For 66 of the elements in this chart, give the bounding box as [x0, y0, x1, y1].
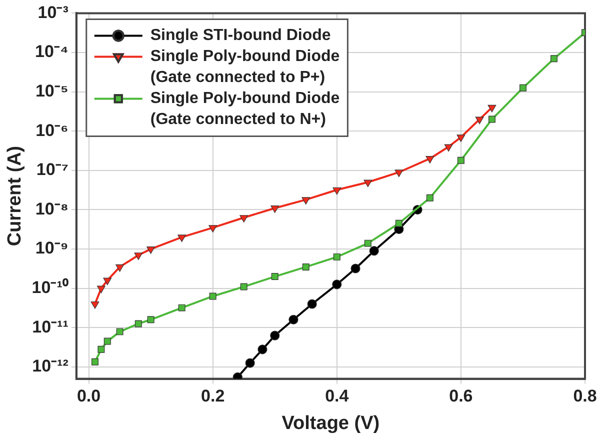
y-tick-label: 10⁻⁴ [35, 42, 68, 62]
y-tick-label: 10⁻⁵ [35, 82, 68, 100]
point [103, 278, 112, 286]
point [426, 156, 434, 164]
point [302, 197, 310, 205]
y-tick-label: 10⁻⁶ [36, 120, 68, 140]
point [96, 286, 106, 294]
point [394, 170, 404, 178]
point [258, 344, 268, 354]
point [302, 263, 310, 270]
point [364, 180, 372, 188]
point [307, 299, 317, 309]
point [90, 301, 100, 309]
point [116, 264, 124, 272]
point [488, 104, 496, 112]
x-tick-label: 0.0 [76, 386, 101, 406]
point [457, 156, 464, 164]
legend-label: Single Poly-bound Diode (Gate connected to P+) [150, 48, 340, 86]
point [488, 116, 496, 123]
point [134, 252, 143, 260]
point [240, 215, 248, 222]
point [271, 273, 278, 280]
point [333, 253, 340, 260]
point [208, 225, 218, 232]
point [332, 280, 342, 290]
y-tick-label: 10⁻³ [38, 2, 69, 22]
point [270, 330, 280, 340]
point [178, 234, 186, 242]
point [426, 194, 434, 202]
y-tick-label: 10⁻¹⁰ [32, 278, 68, 298]
x-tick-label: 0.4 [325, 386, 350, 406]
y-tick-label: 10⁻¹¹ [32, 317, 69, 336]
point [550, 55, 558, 62]
point [475, 116, 484, 124]
point [369, 246, 379, 256]
point [395, 220, 402, 227]
point [444, 144, 453, 152]
point [350, 264, 360, 274]
point [116, 328, 124, 336]
point [240, 283, 248, 290]
y-tick-label: 10⁻⁷ [36, 160, 68, 180]
y-tick-label: 10⁻¹² [32, 356, 69, 376]
point [98, 346, 105, 353]
point [209, 292, 216, 300]
x-tick-label: 0.6 [449, 386, 473, 406]
point [134, 320, 142, 328]
x-tick-label: 0.8 [573, 386, 597, 406]
point [519, 84, 526, 92]
point [104, 338, 111, 345]
point [91, 358, 98, 366]
x-axis-title: Voltage (V) [282, 412, 380, 434]
y-tick-label: 10⁻⁸ [35, 199, 68, 218]
point [288, 314, 298, 324]
point [332, 187, 342, 195]
point [178, 304, 186, 312]
y-tick-label: 10⁻⁹ [35, 238, 68, 258]
legend-label: Single STI-bound Diode [150, 27, 331, 44]
point [364, 240, 372, 247]
legend-label: Single Poly-bound Diode (Gate connected to N+) [150, 90, 340, 128]
x-tick-label: 0.2 [201, 386, 225, 406]
point [270, 206, 280, 213]
point [146, 246, 155, 254]
point [245, 358, 255, 368]
point [147, 316, 154, 324]
point [456, 134, 466, 142]
y-axis-title: Current (A) [4, 146, 26, 246]
